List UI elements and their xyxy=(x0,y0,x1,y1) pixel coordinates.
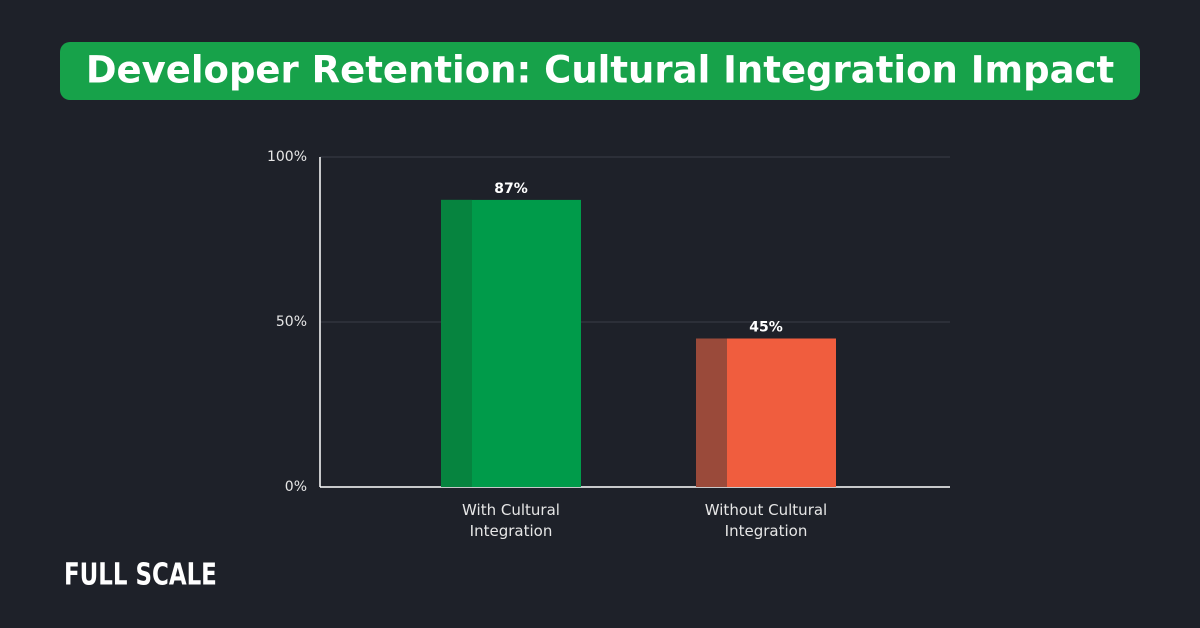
value-label: 45% xyxy=(749,320,783,336)
y-tick-label: 0% xyxy=(285,479,307,495)
chart-title: Developer Retention: Cultural Integratio… xyxy=(86,49,1114,92)
brand-logo: FULL SCALE xyxy=(64,557,217,593)
y-tick-label: 50% xyxy=(276,314,307,330)
bar-shade xyxy=(696,338,727,487)
bar-shade xyxy=(441,199,472,487)
x-tick-label: Without Cultural Integration xyxy=(704,501,828,540)
value-label: 87% xyxy=(494,181,528,197)
title-banner xyxy=(60,42,1140,100)
x-tick-label: With Cultural Integration xyxy=(462,501,560,540)
y-tick-label: 100% xyxy=(267,149,307,165)
